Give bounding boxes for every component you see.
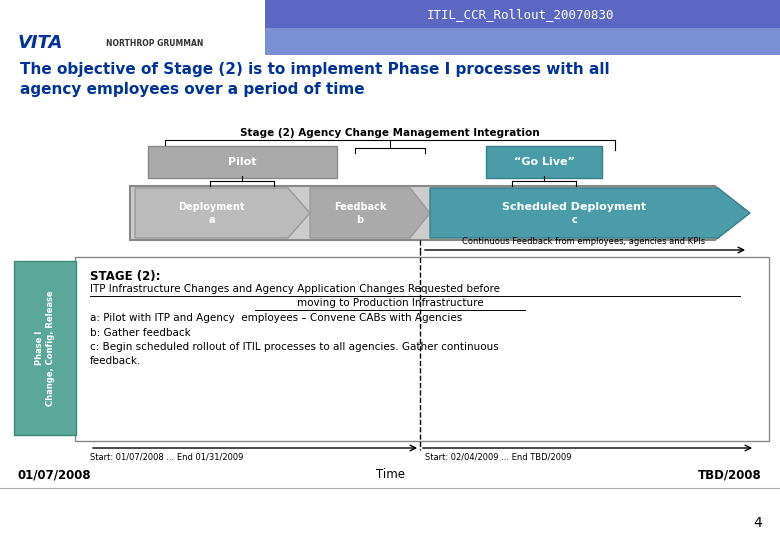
FancyBboxPatch shape <box>486 146 602 178</box>
Text: Feedback: Feedback <box>334 202 386 212</box>
FancyArrow shape <box>135 188 310 238</box>
Text: Pilot: Pilot <box>228 157 257 167</box>
Text: Time: Time <box>375 468 405 481</box>
Text: c: c <box>571 215 577 225</box>
Text: Stage (2) Agency Change Management Integration: Stage (2) Agency Change Management Integ… <box>240 128 540 138</box>
Text: VITA: VITA <box>18 34 63 52</box>
Text: b: b <box>356 215 363 225</box>
Text: c: Begin scheduled rollout of ITIL processes to all agencies. Gather continuous: c: Begin scheduled rollout of ITIL proce… <box>90 342 498 352</box>
Text: ITP Infrastructure Changes and Agency Application Changes Requested before: ITP Infrastructure Changes and Agency Ap… <box>90 284 500 294</box>
FancyBboxPatch shape <box>75 257 769 441</box>
Text: The objective of Stage (2) is to implement Phase I processes with all
agency emp: The objective of Stage (2) is to impleme… <box>20 62 610 97</box>
Text: 4: 4 <box>753 516 762 530</box>
Text: Scheduled Deployment: Scheduled Deployment <box>502 202 646 212</box>
FancyArrow shape <box>310 188 430 238</box>
FancyArrow shape <box>430 188 750 238</box>
FancyBboxPatch shape <box>14 261 76 435</box>
Text: feedback.: feedback. <box>90 356 141 366</box>
Text: TBD/2008: TBD/2008 <box>698 468 762 481</box>
FancyBboxPatch shape <box>0 0 780 28</box>
Text: Start: 01/07/2008 ... End 01/31/2009: Start: 01/07/2008 ... End 01/31/2009 <box>90 452 243 461</box>
Text: Continuous Feedback from employees, agencies and KPIs: Continuous Feedback from employees, agen… <box>463 237 706 246</box>
Text: moving to Production Infrastructure: moving to Production Infrastructure <box>296 298 484 308</box>
FancyBboxPatch shape <box>0 28 265 55</box>
Text: “Go Live”: “Go Live” <box>513 157 574 167</box>
FancyBboxPatch shape <box>148 146 337 178</box>
Text: STAGE (2):: STAGE (2): <box>90 270 161 283</box>
Text: a: Pilot with ITP and Agency  employees – Convene CABs with Agencies: a: Pilot with ITP and Agency employees –… <box>90 313 463 323</box>
Text: NORTHROP GRUMMAN: NORTHROP GRUMMAN <box>106 38 204 48</box>
Text: 01/07/2008: 01/07/2008 <box>18 468 91 481</box>
Text: Phase I
Change, Config, Release: Phase I Change, Config, Release <box>35 290 55 406</box>
Text: b: Gather feedback: b: Gather feedback <box>90 328 191 338</box>
Text: Deployment: Deployment <box>179 202 245 212</box>
Text: a: a <box>208 215 215 225</box>
FancyArrow shape <box>130 186 745 240</box>
FancyBboxPatch shape <box>265 28 780 55</box>
FancyBboxPatch shape <box>265 0 780 30</box>
Text: ITIL_CCR_Rollout_20070830: ITIL_CCR_Rollout_20070830 <box>426 9 614 22</box>
Text: Start: 02/04/2009 ... End TBD/2009: Start: 02/04/2009 ... End TBD/2009 <box>425 452 572 461</box>
